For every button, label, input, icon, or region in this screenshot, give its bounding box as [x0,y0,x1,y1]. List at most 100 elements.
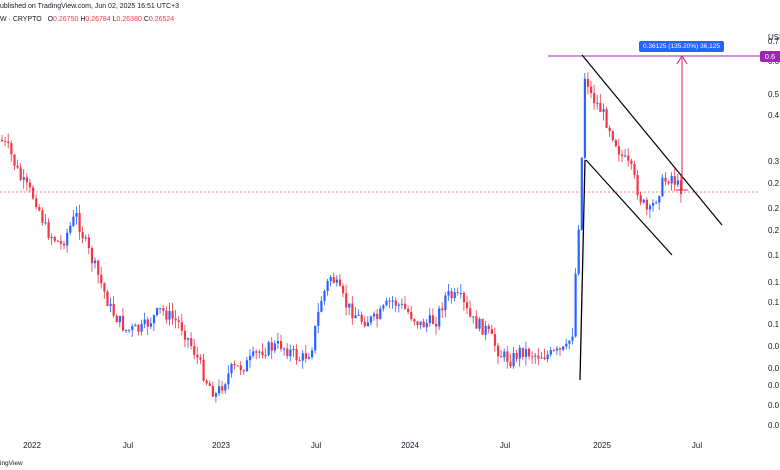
candle-body [242,370,245,372]
candle-body [118,315,121,323]
candle-body [611,131,614,141]
candle-body [453,292,456,299]
candle-body [289,349,292,357]
candle-body [400,303,404,305]
candle-body [524,349,528,357]
candle-body [199,357,202,360]
candle-body [555,348,559,351]
candle-body [559,348,562,350]
candle-body [394,300,397,306]
candle-body [373,313,376,317]
price-tick-label: 0.7 [768,37,780,46]
price-tick-label: 0.5 [768,90,780,99]
time-axis: 2022 Jul 2023 Jul 2024 Jul 2025 Jul [23,441,702,450]
candle-body [10,143,13,155]
candle-body [35,198,38,208]
time-tick-label: 2022 [23,441,41,450]
close-value: 0.26524 [148,16,175,23]
candle-body [435,323,438,327]
candle-body [661,177,664,197]
price-tick-label: 0.2 [768,226,780,235]
candle-body [602,109,605,112]
candle-body [236,365,239,367]
candle-body [397,304,400,306]
candle-body [658,196,661,203]
candle-body [500,356,503,358]
candle-body [25,177,28,183]
candle-body [472,316,475,318]
candle-body [81,232,84,239]
candle-body [50,237,53,239]
candle-body [348,303,351,308]
candle-body [66,232,69,246]
candle-body [630,160,633,164]
candle-body [487,325,490,330]
time-tick-label: 2024 [401,441,419,450]
candle-body [599,102,602,112]
candle-body [614,140,617,147]
candle-body [639,195,642,203]
candle-body [87,237,90,249]
candle-body [441,308,444,311]
candle-body [267,342,270,356]
candle-body [32,187,35,199]
candle-body [208,383,211,386]
candle-body [53,237,56,241]
candle-body [493,333,497,346]
candle-body [670,176,673,184]
candle-body [261,351,264,356]
candle-body [546,354,549,360]
candle-body [41,210,44,223]
candle-body [1,140,4,142]
candle-body [183,330,187,340]
candle-body [109,303,112,306]
candle-body [270,342,273,351]
candle-body [543,357,546,360]
candle-body [475,316,478,329]
candle-body [624,155,627,157]
candle-body [332,276,335,283]
candle-body [562,346,565,350]
candle-body [571,336,574,341]
candle-body [171,310,174,319]
candle-body [177,320,180,323]
candle-body [342,285,345,294]
candle-body [583,78,586,158]
candle-body [90,248,94,264]
candle-body [497,345,500,357]
candle-body [190,338,193,346]
candle-body [19,167,22,180]
price-tick-label: 0.0 [768,381,780,390]
candle-body [112,303,115,316]
candle-body [404,303,407,309]
candle-body [13,154,16,166]
candle-body [428,315,431,324]
candle-body [450,291,453,299]
symbol-label: W · CRYPTO [0,16,42,23]
candle-body [338,279,342,286]
candle-body [255,351,258,353]
candle-body [286,348,289,357]
candle-body [407,308,410,313]
candle-body [56,240,59,242]
time-tick-label: Jul [500,441,510,450]
candle-body [84,237,87,239]
candle-body [379,308,382,319]
candle-body [608,127,611,132]
candle-body [376,313,379,319]
candle-body [140,324,143,332]
candle-body [174,318,177,321]
candle-body [22,177,25,180]
candle-body [422,321,425,328]
candle-body [283,348,286,350]
candle-body [258,351,261,353]
candle-body [652,202,655,206]
candle-body [413,319,416,322]
candle-body [214,393,218,397]
candle-body [311,350,314,358]
candle-body [326,281,329,291]
candle-body [72,216,75,226]
candle-body [211,385,214,397]
candle-body [357,314,360,316]
